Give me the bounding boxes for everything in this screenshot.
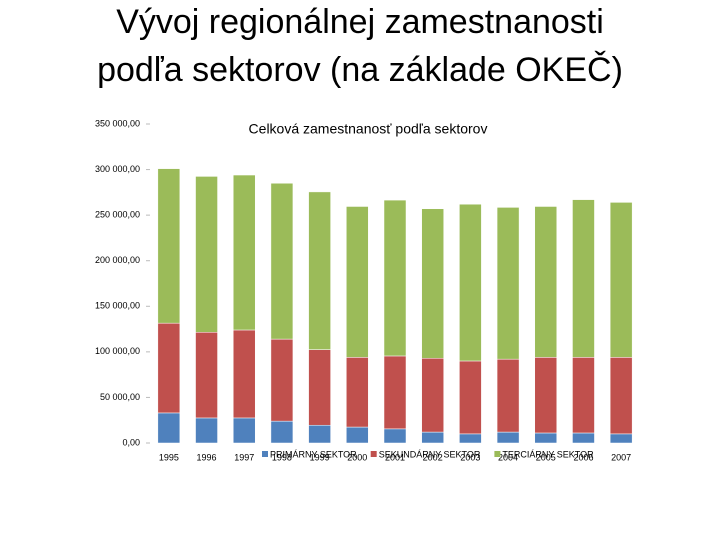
bar-segment (270, 338, 294, 422)
x-tick-label: 1999 (310, 452, 330, 462)
bar-segment (270, 420, 294, 444)
legend-label: TERCIÁRNY SEKTOR (502, 449, 594, 459)
bar-segment (346, 357, 369, 428)
legend-swatch (370, 451, 377, 457)
bar-segment (383, 199, 407, 357)
y-tick-label: 200 000,00 (95, 255, 140, 265)
legend-swatch (494, 451, 501, 457)
x-tick-label: 2006 (573, 452, 593, 462)
x-tick-label: 1998 (272, 452, 292, 462)
legend-label: PRIMÁRNY SEKTOR (270, 449, 357, 459)
y-tick-label: 250 000,00 (95, 210, 140, 220)
bar-segment (157, 322, 181, 414)
x-tick-label: 1996 (197, 452, 217, 462)
bar-segment (195, 417, 218, 444)
x-tick-label: 2003 (460, 452, 480, 462)
bar-segment (572, 357, 595, 434)
bar-segment (496, 431, 520, 444)
bar-segment (346, 426, 369, 444)
legend-label: SEKUNDÁRNY SEKTOR (379, 449, 481, 459)
bar-segment (232, 417, 256, 444)
bar-segment (572, 432, 595, 444)
bar-segment (157, 168, 181, 324)
bar-segment (308, 424, 331, 444)
x-tick-label: 2005 (536, 452, 556, 462)
x-tick-label: 2007 (611, 452, 631, 462)
x-tick-label: 1997 (234, 452, 254, 462)
x-tick-label: 2004 (498, 452, 518, 462)
bar-segment (459, 360, 482, 435)
bar-segment (572, 199, 595, 358)
chart-title: Celková zamestnanosť podľa sektorov (249, 121, 488, 137)
bar-segment (383, 355, 407, 430)
y-tick-label: 300 000,00 (95, 164, 140, 174)
bar-segment (195, 176, 218, 333)
slide-title: Vývoj regionálnej zamestnanosti (116, 3, 604, 41)
slide-title: podľa sektorov (na základe OKEČ) (97, 51, 623, 89)
bar-segment (421, 357, 444, 433)
bar-segment (534, 432, 558, 444)
y-tick-label: 350 000,00 (95, 118, 140, 128)
y-tick-label: 100 000,00 (95, 346, 140, 356)
bar-segment (496, 207, 520, 360)
bar-segment (232, 329, 256, 419)
bar-segment (459, 203, 482, 362)
bar-segment (195, 332, 218, 419)
bar-segment (232, 174, 256, 331)
bar-segment (609, 202, 633, 358)
x-tick-label: 2001 (385, 452, 405, 462)
bar-segment (534, 357, 558, 434)
y-tick-label: 50 000,00 (100, 392, 140, 402)
bar-segment (383, 428, 407, 444)
y-tick-label: 0,00 (122, 437, 140, 447)
legend-swatch (262, 451, 268, 457)
x-tick-label: 2000 (347, 452, 367, 462)
bar-segment (270, 182, 294, 340)
x-tick-label: 1995 (159, 452, 179, 462)
bar-segment (308, 191, 331, 350)
bar-segment (346, 206, 369, 358)
bar-segment (157, 412, 181, 444)
bar-segment (421, 208, 444, 359)
bar-segment (609, 433, 633, 444)
bar-segment (308, 349, 331, 426)
bar-segment (421, 431, 444, 444)
y-tick-label: 150 000,00 (95, 301, 140, 311)
x-tick-label: 2002 (423, 452, 443, 462)
bar-segment (609, 357, 633, 435)
bar-segment (496, 358, 520, 433)
bar-segment (534, 206, 558, 358)
bar-segment (459, 433, 482, 444)
